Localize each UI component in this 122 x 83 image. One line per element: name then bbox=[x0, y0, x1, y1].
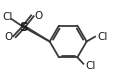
Text: Cl: Cl bbox=[85, 61, 96, 71]
Text: O: O bbox=[35, 11, 43, 21]
Text: S: S bbox=[19, 21, 28, 34]
Text: O: O bbox=[4, 32, 12, 42]
Text: Cl: Cl bbox=[3, 12, 13, 22]
Text: Cl: Cl bbox=[98, 32, 108, 42]
